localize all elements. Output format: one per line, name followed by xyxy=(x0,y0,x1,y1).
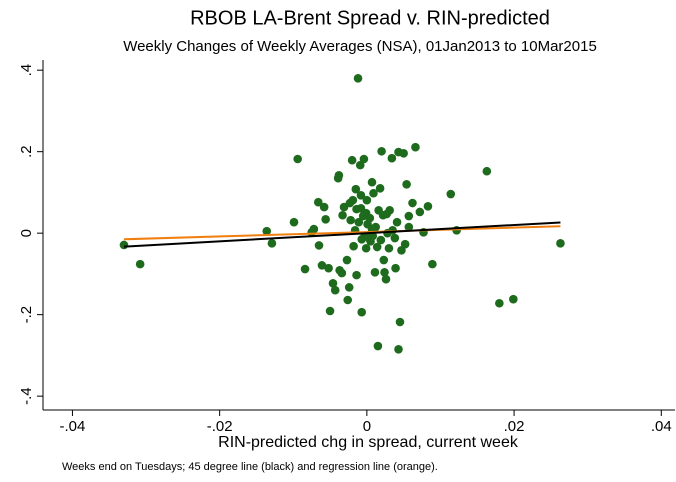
point xyxy=(344,283,354,292)
point xyxy=(119,240,129,250)
fit-line xyxy=(123,225,561,241)
point xyxy=(509,294,518,304)
point xyxy=(325,306,335,316)
point xyxy=(371,222,380,232)
point xyxy=(324,263,333,273)
point xyxy=(346,215,355,225)
point xyxy=(342,255,352,265)
point xyxy=(404,211,414,221)
point xyxy=(352,270,361,280)
point xyxy=(359,154,369,164)
point xyxy=(353,74,363,83)
point xyxy=(356,190,366,200)
point xyxy=(381,274,391,284)
point xyxy=(314,241,324,250)
point xyxy=(387,153,397,163)
point xyxy=(404,222,414,232)
x-tick-label: .02 xyxy=(504,418,525,435)
y-tick-label: 0 xyxy=(18,229,35,237)
point xyxy=(361,243,371,253)
point xyxy=(348,195,358,205)
point xyxy=(309,224,319,234)
x-tick-label: 0 xyxy=(363,418,371,435)
point xyxy=(362,195,372,205)
x-tick-label: .04 xyxy=(651,418,672,435)
point xyxy=(399,149,408,158)
point xyxy=(373,341,383,351)
point xyxy=(328,278,338,288)
chart-subtitle: Weekly Changes of Weekly Averages (NSA),… xyxy=(123,38,597,55)
point xyxy=(317,261,327,270)
point xyxy=(385,206,394,215)
point xyxy=(408,198,417,208)
point xyxy=(367,177,377,187)
x-axis-label: RIN-predicted chg in spread, current wee… xyxy=(218,434,519,451)
point xyxy=(289,217,299,227)
point xyxy=(262,226,272,236)
point xyxy=(400,239,410,249)
point xyxy=(379,255,389,265)
point xyxy=(369,188,378,198)
point xyxy=(293,154,302,164)
point xyxy=(394,344,403,354)
point xyxy=(338,210,347,220)
point xyxy=(415,207,425,217)
point xyxy=(380,267,389,277)
point xyxy=(495,298,504,308)
point xyxy=(343,295,353,305)
point xyxy=(319,202,329,212)
point xyxy=(334,171,344,180)
point xyxy=(370,267,380,277)
x-tick-label: -.04 xyxy=(60,418,86,435)
point xyxy=(135,259,145,269)
point xyxy=(556,239,565,248)
point xyxy=(313,197,323,207)
note: Weeks end on Tuesdays; 45 degree line (b… xyxy=(62,461,438,473)
fit-line xyxy=(123,221,561,248)
x-tick-label: -.02 xyxy=(207,418,233,435)
point xyxy=(390,233,400,243)
chart-title: RBOB LA-Brent Spread v. RIN-predicted xyxy=(190,7,550,29)
y-tick-label: -.2 xyxy=(18,306,35,324)
point xyxy=(300,264,310,274)
point xyxy=(267,239,277,248)
point xyxy=(354,217,364,227)
point xyxy=(357,307,367,317)
point xyxy=(347,155,357,165)
point xyxy=(423,201,433,211)
y-tick-label: .4 xyxy=(18,64,35,77)
point xyxy=(428,259,437,269)
point xyxy=(330,285,340,295)
point xyxy=(375,184,385,193)
point xyxy=(411,142,420,152)
point xyxy=(377,146,386,156)
point xyxy=(482,166,492,176)
point xyxy=(372,242,382,252)
point xyxy=(392,217,402,227)
point xyxy=(402,179,411,189)
point xyxy=(384,243,394,253)
point xyxy=(321,215,330,224)
y-tick-label: -.4 xyxy=(18,387,35,405)
point xyxy=(365,213,375,223)
point xyxy=(351,184,361,194)
point xyxy=(395,317,405,327)
point xyxy=(349,241,358,251)
point xyxy=(446,189,456,199)
point xyxy=(391,263,400,273)
point xyxy=(337,268,347,278)
y-tick-label: .2 xyxy=(18,145,35,158)
point xyxy=(376,235,386,245)
